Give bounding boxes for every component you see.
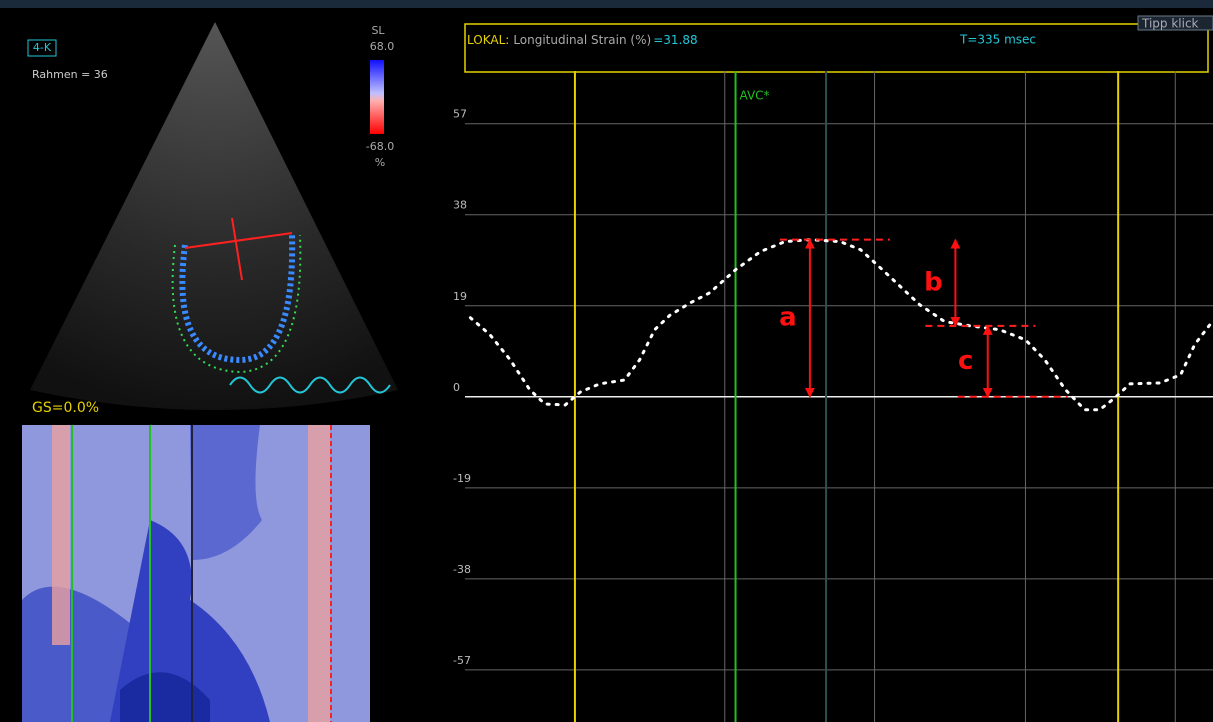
- measure-label: Longitudinal Strain (%): [513, 33, 651, 47]
- view-box: [27, 39, 57, 57]
- event-label: AVC*: [740, 89, 770, 103]
- color-bar: [370, 60, 384, 134]
- time-label: T=335 msec: [959, 33, 1036, 47]
- strain-region: [120, 672, 210, 722]
- y-tick-label: 19: [453, 290, 467, 303]
- echo-image: [30, 22, 398, 410]
- header-box: [464, 23, 1209, 73]
- scale-title: SL: [371, 24, 385, 37]
- measure-value: =31.88: [653, 33, 697, 47]
- tracking-contour-outer: [171, 234, 302, 374]
- measure-label: a: [779, 303, 797, 333]
- y-tick-label: 0: [453, 381, 460, 394]
- axis-line: [231, 217, 243, 281]
- tip-label[interactable]: Tipp klick: [1141, 17, 1199, 31]
- y-tick-label: -57: [453, 654, 471, 667]
- scale-max: 68.0: [370, 40, 395, 53]
- header-measure: LOKAL: Longitudinal Strain (%) =31.88: [467, 33, 698, 47]
- y-tick-label: -38: [453, 563, 471, 576]
- strain-stripe: [308, 425, 330, 722]
- y-tick-label: 38: [453, 199, 467, 212]
- top-bar: [0, 0, 1213, 8]
- region-label: LOKAL:: [467, 33, 509, 47]
- annulus-line: [184, 232, 293, 249]
- y-tick-label: -19: [453, 472, 471, 485]
- ecg-trace: [229, 376, 391, 394]
- tip-button[interactable]: [1137, 15, 1213, 31]
- gs-label: GS=0.0%: [32, 400, 99, 416]
- frame-label: Rahmen = 36: [32, 68, 108, 81]
- measure-label: b: [924, 267, 943, 297]
- view-label: 4-K: [33, 41, 52, 54]
- scale-min: -68.0: [366, 140, 394, 153]
- strain-region: [190, 425, 262, 560]
- scale-unit: %: [375, 156, 385, 169]
- y-tick-label: 57: [453, 108, 467, 121]
- strain-stripe: [52, 425, 70, 645]
- strain-curve: [468, 238, 1212, 412]
- measure-label: c: [958, 346, 973, 376]
